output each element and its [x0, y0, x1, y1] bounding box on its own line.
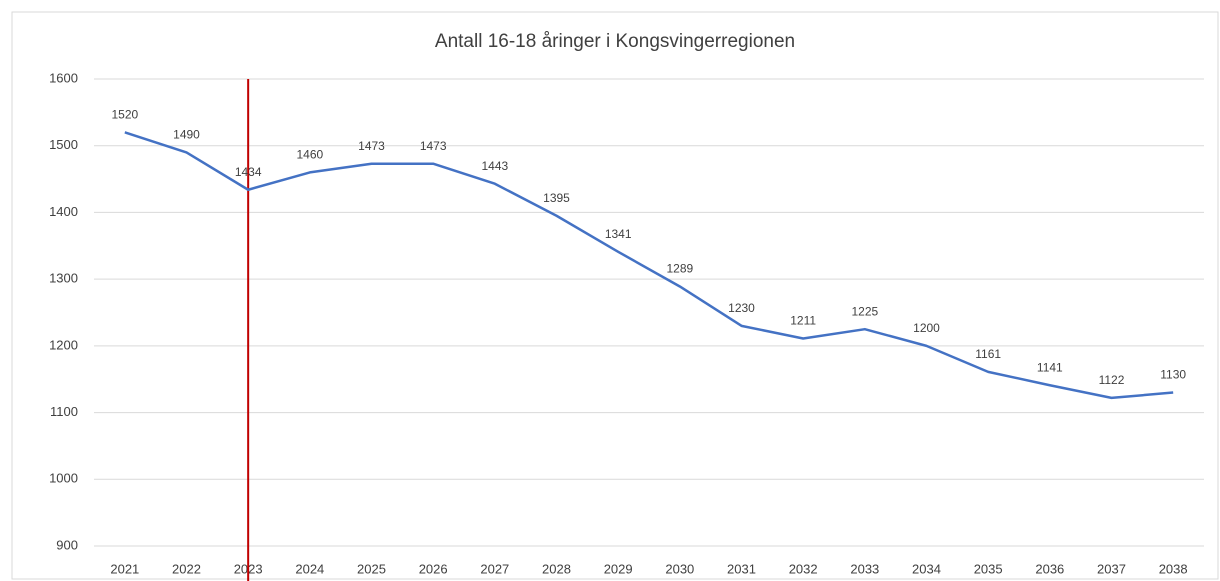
data-label: 1122 [1099, 373, 1125, 387]
x-tick-label: 2028 [542, 561, 571, 576]
x-tick-label: 2026 [419, 561, 448, 576]
data-label: 1434 [235, 165, 262, 179]
y-tick-label: 1400 [49, 204, 78, 219]
chart-border [11, 11, 1219, 580]
x-tick-label: 2037 [1097, 561, 1126, 576]
data-label: 1161 [975, 347, 1001, 361]
y-tick-label: 1500 [49, 137, 78, 152]
data-label: 1200 [913, 321, 940, 335]
x-tick-label: 2025 [357, 561, 386, 576]
data-label: 1473 [358, 139, 385, 153]
x-tick-label: 2035 [974, 561, 1003, 576]
x-tick-label: 2038 [1159, 561, 1188, 576]
x-tick-label: 2033 [850, 561, 879, 576]
data-label: 1460 [296, 148, 323, 162]
data-label: 1490 [173, 128, 200, 142]
y-tick-label: 1600 [49, 70, 78, 85]
x-tick-label: 2036 [1035, 561, 1064, 576]
data-label: 1473 [420, 139, 447, 153]
data-label: 1230 [728, 301, 755, 315]
data-label: 1211 [790, 314, 816, 328]
chart-title: Antall 16-18 åringer i Kongsvingerregion… [435, 31, 795, 52]
x-tick-label: 2032 [789, 561, 818, 576]
x-tick-label: 2021 [110, 561, 139, 576]
data-line [124, 131, 1174, 400]
x-tick-label: 2024 [295, 561, 324, 576]
x-tick-label: 2022 [172, 561, 201, 576]
y-tick-label: 900 [56, 537, 78, 552]
x-tick-label: 2027 [480, 561, 509, 576]
data-label: 1341 [605, 227, 632, 241]
data-label: 1130 [1160, 368, 1186, 382]
y-tick-label: 1300 [49, 271, 78, 286]
x-tick-label: 2034 [912, 561, 941, 576]
x-tick-label: 2029 [604, 561, 633, 576]
data-label: 1520 [111, 108, 138, 122]
x-tick-label: 2030 [665, 561, 694, 576]
x-tick-label: 2031 [727, 561, 756, 576]
y-tick-label: 1000 [49, 471, 78, 486]
data-label: 1395 [543, 191, 570, 205]
data-label: 1141 [1037, 360, 1063, 374]
y-tick-label: 1200 [49, 337, 78, 352]
y-tick-label: 1100 [50, 404, 78, 419]
data-label: 1443 [481, 159, 508, 173]
data-label: 1289 [666, 262, 693, 276]
data-label: 1225 [851, 304, 878, 318]
